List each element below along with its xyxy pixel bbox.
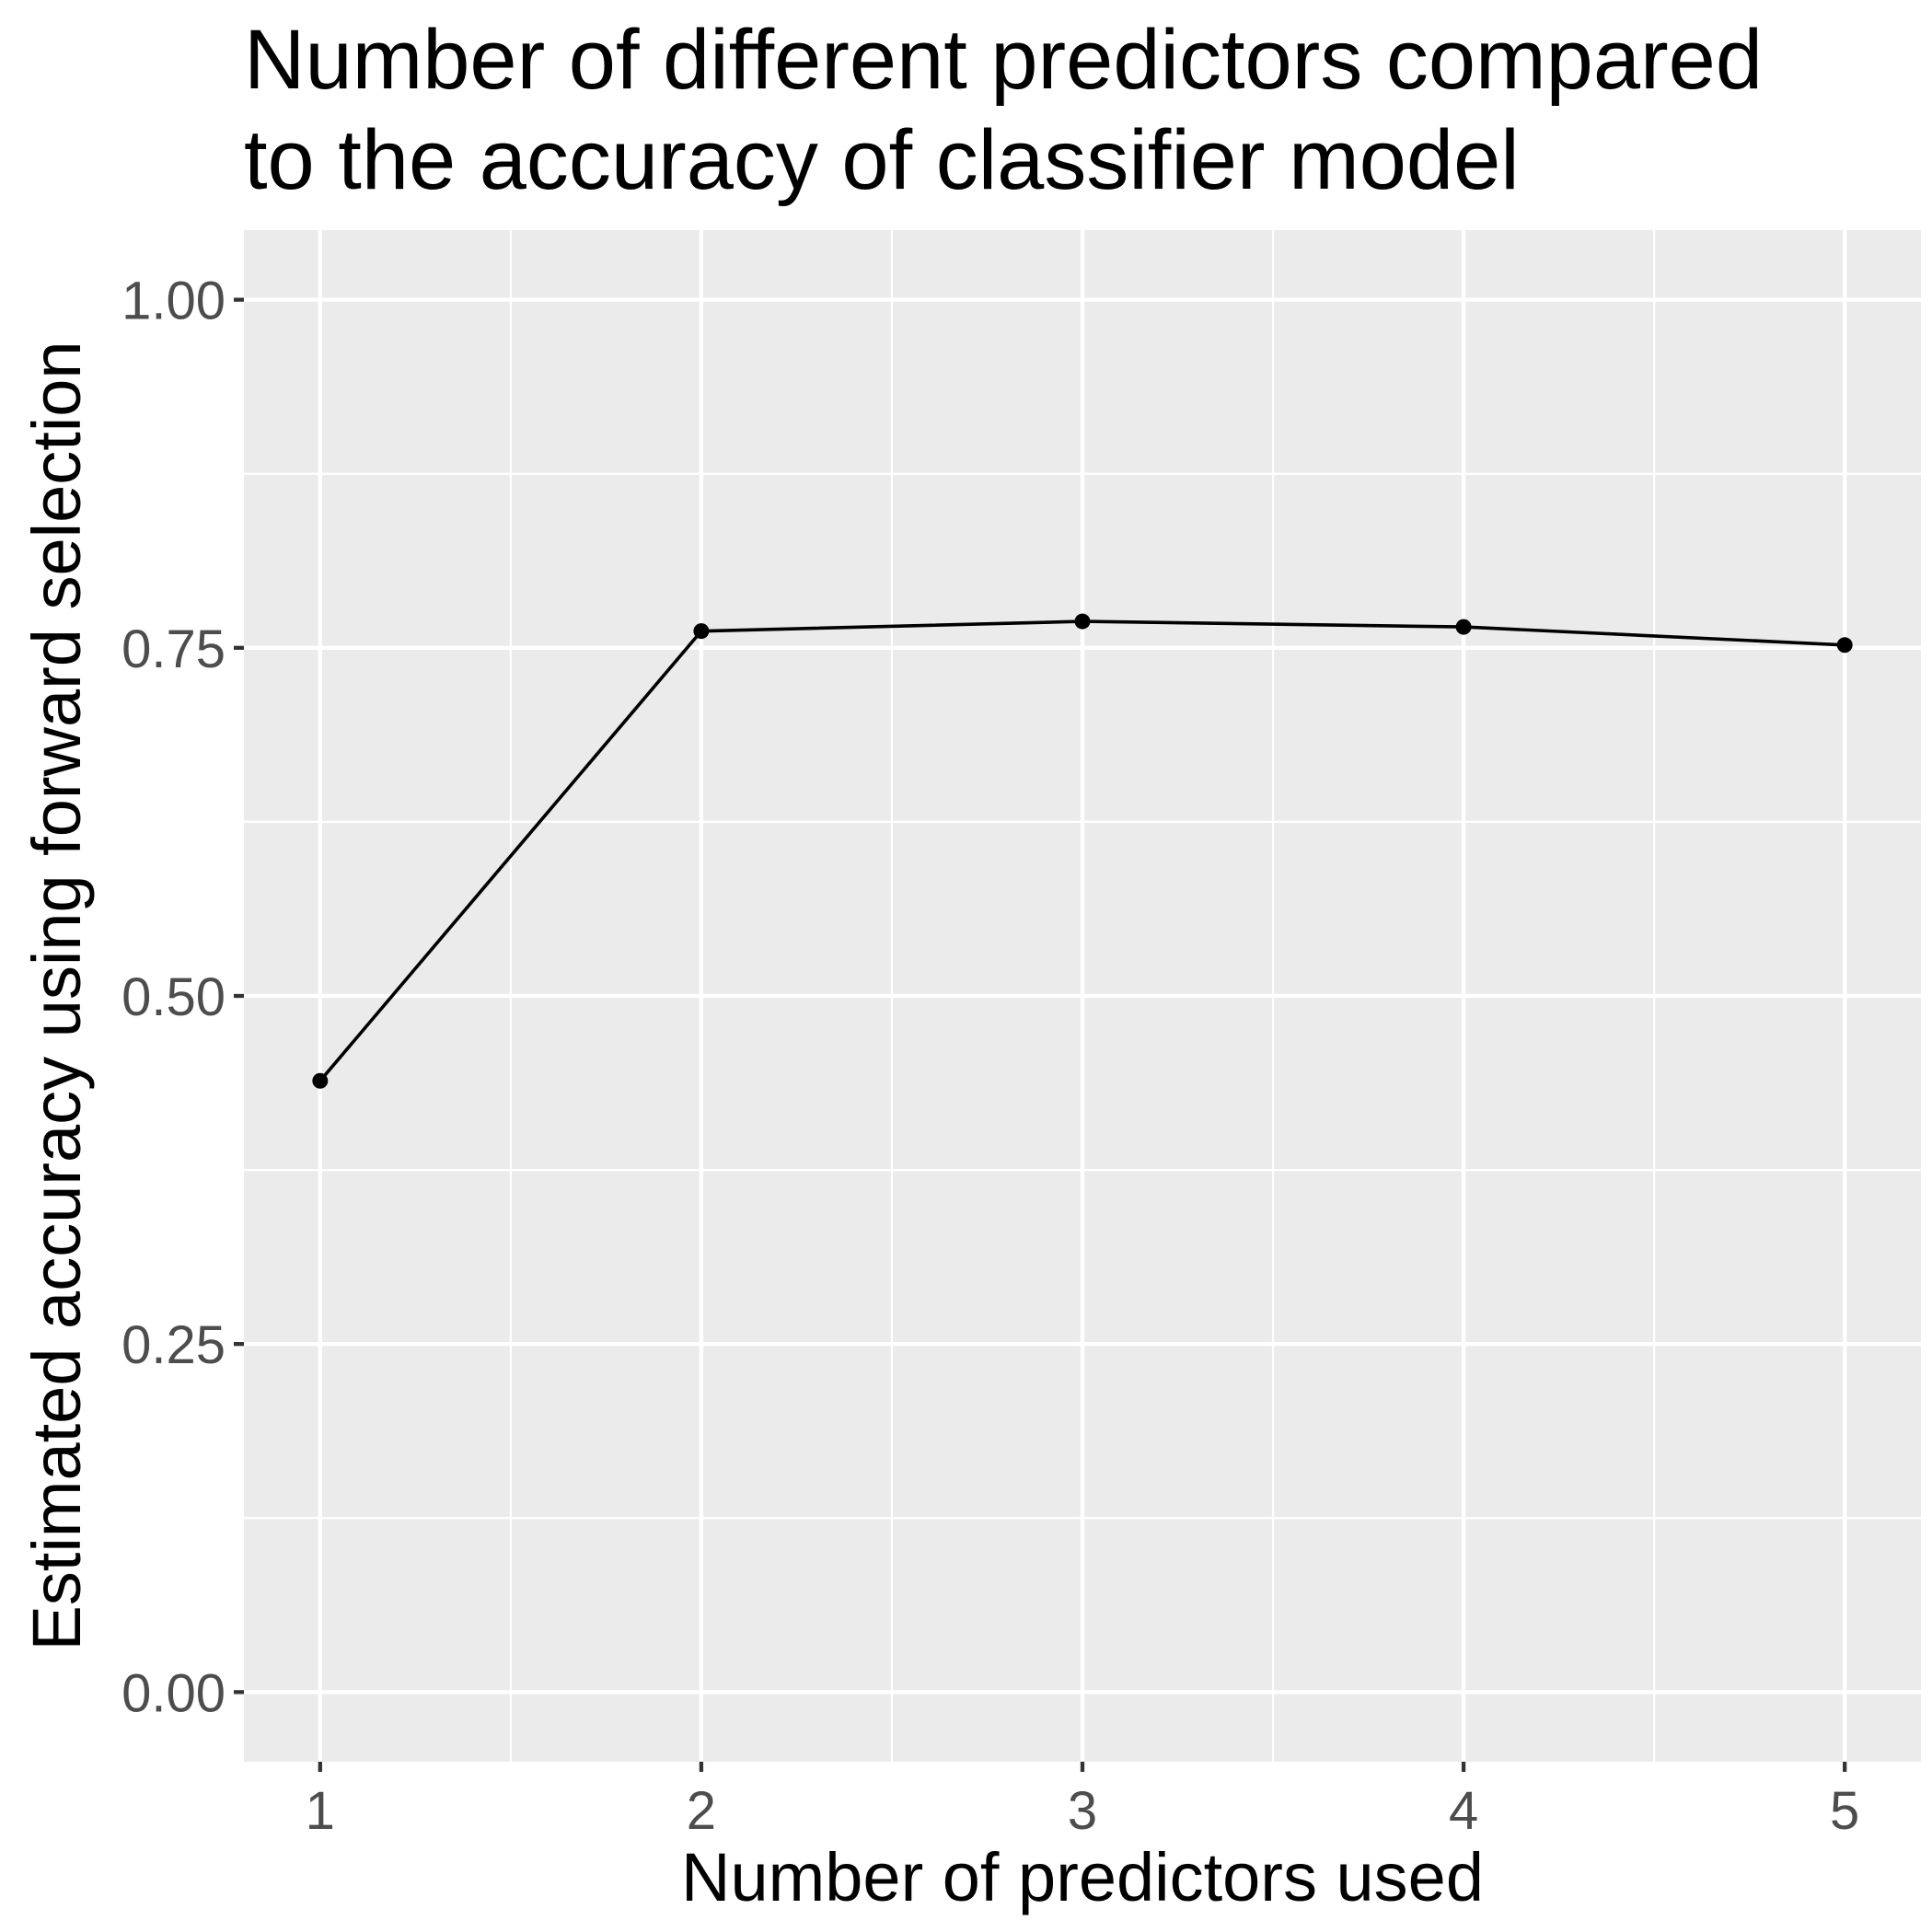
x-tick-label: 4: [1449, 1781, 1478, 1841]
data-point: [1455, 619, 1472, 635]
y-tick-label: 0.25: [121, 1315, 226, 1375]
x-tick-label: 2: [687, 1781, 716, 1841]
x-axis-ticks: 1 2 3 4 5: [306, 1762, 1859, 1841]
data-point: [1074, 613, 1091, 630]
series-group: [312, 613, 1853, 1089]
data-point: [693, 623, 710, 640]
x-tick-label: 5: [1830, 1781, 1859, 1841]
y-tick-label: 0.75: [121, 619, 226, 679]
x-axis-title: Number of predictors used: [681, 1839, 1484, 1915]
chart-title-line-2: to the accuracy of classifier model: [244, 113, 1520, 207]
y-axis-title: Estimated accuracy using forward selecti…: [18, 341, 95, 1650]
y-tick-label: 1.00: [121, 272, 226, 331]
major-gridlines: [244, 230, 1921, 1762]
chart-title-line-1: Number of different predictors compared: [244, 13, 1763, 107]
y-tick-label: 0.50: [121, 967, 226, 1027]
y-tick-label: 0.00: [121, 1663, 226, 1723]
y-axis-ticks: 0.00 0.25 0.50 0.75 1.00: [121, 272, 244, 1723]
data-point: [312, 1072, 329, 1089]
data-point: [1836, 637, 1853, 654]
x-tick-label: 1: [306, 1781, 335, 1841]
x-tick-label: 3: [1068, 1781, 1097, 1841]
